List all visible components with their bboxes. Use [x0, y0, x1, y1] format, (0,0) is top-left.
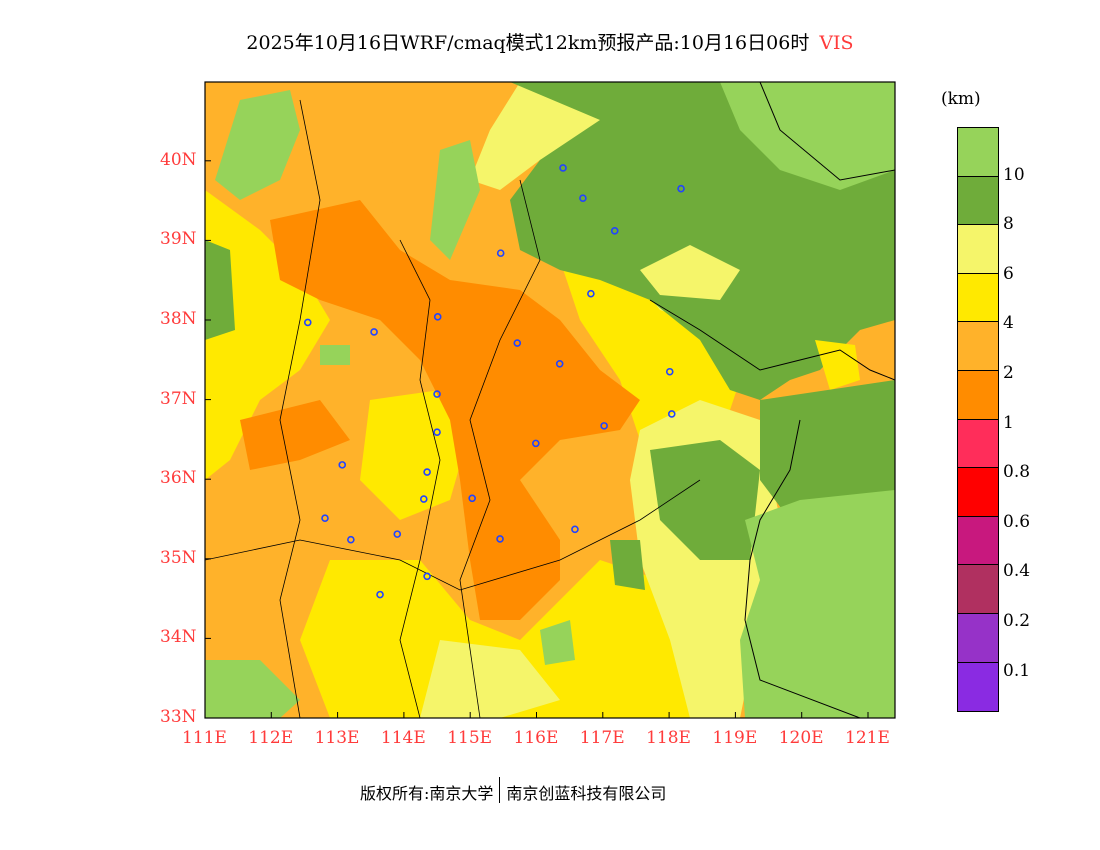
- city-marker: [433, 428, 441, 437]
- colorbar-label: 0.1: [1003, 660, 1031, 681]
- colorbar: [957, 127, 999, 713]
- lon-tick-label: 113E: [314, 728, 360, 748]
- colorbar-swatch: [958, 128, 998, 177]
- field-1-2km: [270, 200, 640, 620]
- colorbar-label: 0.8: [1003, 462, 1031, 483]
- lon-tick-label: 115E: [447, 728, 493, 748]
- lat-tick-label: 39N: [160, 229, 197, 250]
- colorbar-swatch: [958, 176, 998, 226]
- city-marker: [376, 590, 384, 599]
- city-marker: [587, 289, 595, 298]
- colorbar-label: 6: [1003, 263, 1014, 284]
- lat-tick-label: 37N: [160, 388, 197, 409]
- variable-label: VIS: [819, 32, 854, 54]
- city-marker: [423, 572, 431, 581]
- city-marker: [338, 461, 347, 469]
- city-marker: [303, 318, 312, 327]
- city-marker: [600, 422, 608, 430]
- colorbar-label: 0.6: [1003, 511, 1031, 532]
- colorbar-label: 2: [1003, 363, 1014, 383]
- lat-tick-label: 38N: [160, 309, 197, 329]
- lon-tick-label: 121E: [845, 728, 890, 748]
- lat-tick-label: 35N: [160, 547, 197, 568]
- city-marker: [559, 164, 567, 172]
- colorbar-label: 0.2: [1003, 611, 1031, 631]
- colorbar-swatch: [958, 370, 998, 420]
- footer-divider: [499, 777, 501, 803]
- city-marker: [393, 530, 402, 538]
- colorbar-label: 4: [1003, 313, 1014, 334]
- city-marker: [677, 184, 685, 193]
- colorbar-swatch: [958, 516, 998, 566]
- city-marker: [496, 249, 505, 257]
- copyright-right: 南京创蓝科技有限公司: [506, 784, 667, 803]
- lon-tick-label: 114E: [380, 728, 426, 748]
- title-text: 2025年10月16日WRF/cmaq模式12km预报产品:10月16日06时: [246, 32, 810, 54]
- lat-tick-label: 33N: [160, 707, 197, 727]
- colorbar-swatch: [958, 662, 998, 712]
- city-marker: [667, 410, 676, 418]
- city-marker: [468, 494, 476, 503]
- colorbar-label: 8: [1003, 214, 1014, 235]
- city-marker: [419, 495, 428, 503]
- city-marker: [513, 339, 522, 347]
- city-marker: [347, 535, 355, 544]
- lon-tick-label: 116E: [513, 728, 559, 748]
- colorbar-label: 1: [1003, 412, 1014, 433]
- copyright-footer: 版权所有:南京大学 南京创蓝科技有限公司: [360, 777, 667, 804]
- lon-tick-label: 119E: [712, 728, 758, 748]
- city-marker: [610, 227, 619, 235]
- colorbar-swatch: [958, 225, 998, 274]
- lat-tick-label: 34N: [160, 627, 197, 648]
- lat-tick-label: 40N: [160, 149, 197, 170]
- colorbar-swatch: [958, 565, 998, 614]
- city-marker: [496, 535, 504, 543]
- city-marker: [370, 328, 378, 336]
- axis-ticks: [204, 160, 869, 719]
- lon-tick-label: 112E: [248, 728, 294, 748]
- city-marker: [532, 439, 540, 448]
- lon-tick-label: 111E: [182, 728, 227, 748]
- field-10plus-km: [720, 82, 895, 190]
- city-marker: [433, 313, 442, 321]
- colorbar-swatch: [958, 419, 998, 469]
- colorbar-swatch: [958, 468, 998, 517]
- colorbar-label: 10: [1003, 164, 1025, 185]
- city-marker: [423, 468, 431, 476]
- lon-tick-label: 117E: [579, 728, 625, 748]
- colorbar-swatch: [958, 273, 998, 323]
- visibility-field: [205, 82, 895, 718]
- colorbar-swatch: [958, 613, 998, 663]
- lon-tick-label: 118E: [646, 728, 691, 748]
- chart-title: 2025年10月16日WRF/cmaq模式12km预报产品:10月16日06时 V…: [0, 28, 1100, 55]
- colorbar-swatch: [958, 322, 998, 371]
- city-marker: [321, 514, 329, 523]
- city-marker: [665, 367, 674, 376]
- lat-tick-label: 36N: [160, 468, 197, 489]
- city-markers: [303, 164, 685, 599]
- field-4-6km: [205, 190, 330, 480]
- copyright-left: 版权所有:南京大学: [360, 784, 494, 803]
- lon-tick-label: 120E: [778, 728, 824, 748]
- city-marker: [555, 359, 564, 368]
- city-marker: [433, 390, 441, 398]
- city-marker: [571, 525, 579, 534]
- colorbar-label: 0.4: [1003, 561, 1031, 582]
- city-marker: [579, 194, 587, 203]
- colorbar-unit: (km): [941, 89, 981, 109]
